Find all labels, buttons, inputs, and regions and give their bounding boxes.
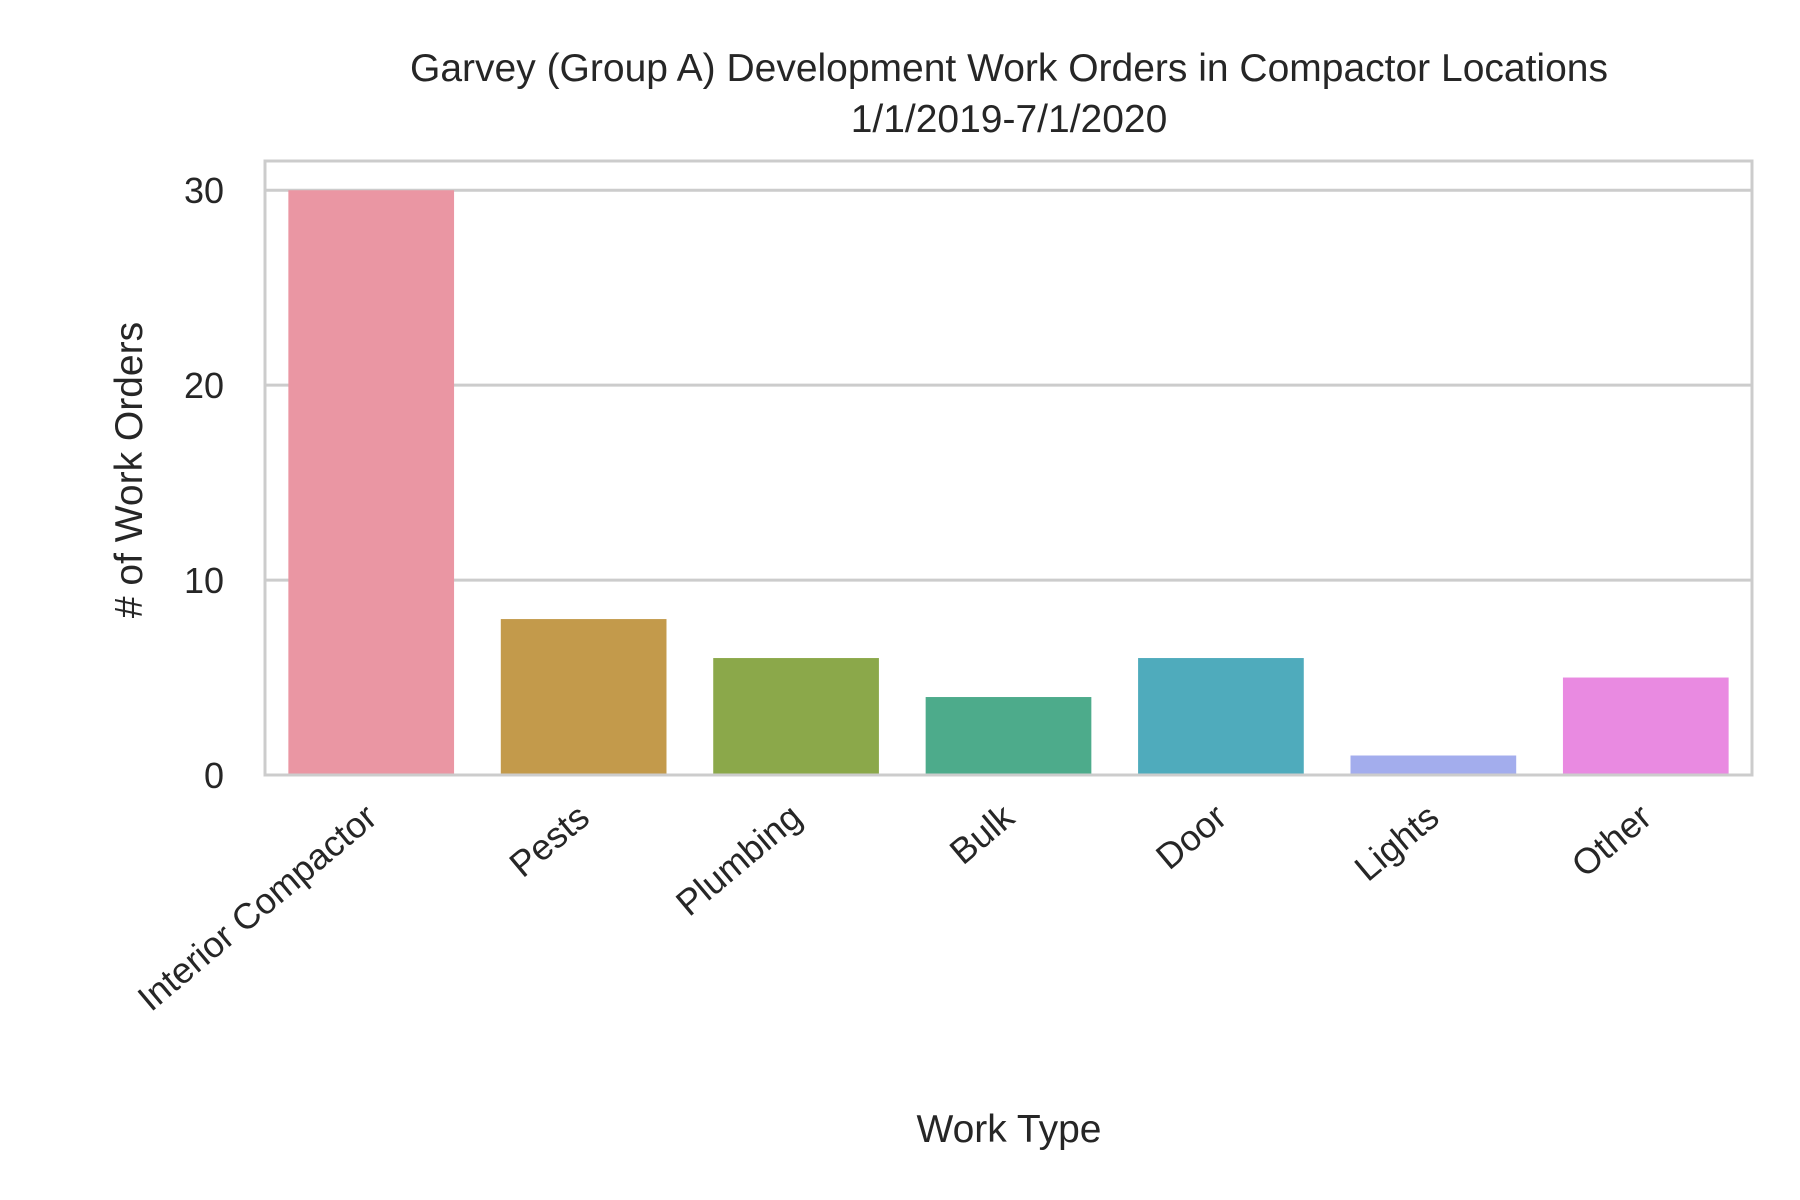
x-tick-label: Other bbox=[1564, 796, 1659, 885]
x-axis-label: Work Type bbox=[917, 1108, 1102, 1151]
x-tick-label: Door bbox=[1148, 796, 1234, 878]
x-tick-labels: Interior Compactor Pests Plumbing Bulk Door L… bbox=[130, 795, 1659, 1019]
y-tick-label: 30 bbox=[184, 170, 224, 211]
y-tick-labels: 0 10 20 30 bbox=[184, 170, 224, 796]
x-tick-label: Interior Compactor bbox=[130, 796, 385, 1019]
bar bbox=[1350, 755, 1517, 775]
y-axis-label: # of Work Orders bbox=[108, 322, 151, 618]
bar bbox=[500, 619, 667, 775]
x-tick-label: Pests bbox=[501, 796, 596, 885]
gridlines bbox=[265, 188, 1752, 777]
x-tick-label: Plumbing bbox=[668, 796, 809, 924]
bar bbox=[713, 658, 879, 775]
bar bbox=[1138, 658, 1304, 775]
chart-title-line1: Garvey (Group A) Development Work Orders… bbox=[410, 47, 1608, 90]
y-tick-label: 0 bbox=[204, 755, 224, 796]
bar bbox=[1562, 677, 1729, 775]
chart-title-line2: 1/1/2019-7/1/2020 bbox=[851, 98, 1168, 141]
bar bbox=[288, 190, 455, 775]
plot-frame bbox=[263, 159, 1754, 777]
bar bbox=[925, 697, 1092, 775]
y-tick-label: 20 bbox=[184, 365, 224, 406]
bars bbox=[288, 190, 1729, 775]
chart-title: Garvey (Group A) Development Work Orders… bbox=[410, 47, 1608, 141]
y-tick-label: 10 bbox=[184, 560, 224, 601]
x-tick-label: Bulk bbox=[942, 795, 1023, 872]
x-tick-label: Lights bbox=[1347, 796, 1447, 889]
